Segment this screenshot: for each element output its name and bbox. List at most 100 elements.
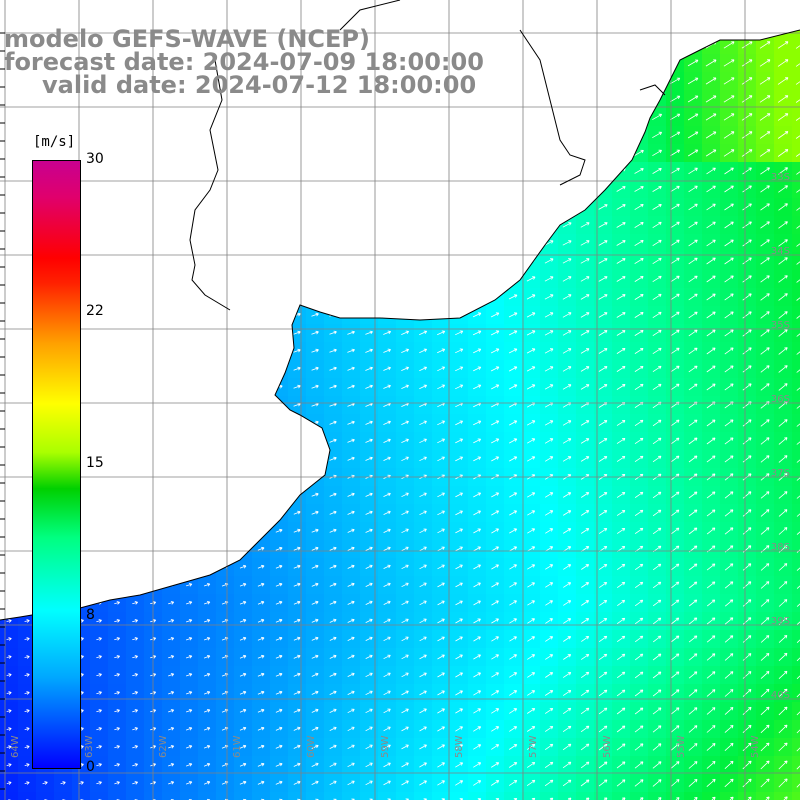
wind-arrow: [778, 239, 788, 247]
wind-speed-cell: [396, 414, 415, 433]
wind-arrow: [455, 780, 464, 786]
wind-arrow: [509, 438, 518, 444]
wind-arrow: [473, 546, 481, 552]
wind-speed-cell: [522, 684, 541, 703]
wind-speed-cell: [558, 702, 577, 721]
wind-speed-cell: [180, 702, 199, 721]
wind-speed-cell: [432, 774, 451, 793]
wind-speed-cell: [558, 540, 577, 559]
wind-arrow: [544, 743, 554, 751]
wind-speed-cell: [612, 396, 631, 415]
wind-arrow: [705, 149, 717, 157]
wind-speed-cell: [702, 738, 721, 757]
wind-speed-cell: [594, 252, 613, 271]
wind-arrow: [383, 366, 391, 371]
wind-speed-cell: [504, 342, 523, 361]
wind-speed-cell: [252, 576, 271, 595]
wind-speed-cell: [612, 378, 631, 397]
wind-arrow: [455, 708, 463, 714]
wind-arrow: [778, 652, 788, 661]
wind-arrow: [311, 564, 319, 569]
wind-arrow: [509, 654, 517, 660]
wind-speed-cell: [648, 702, 667, 721]
wind-speed-cell: [558, 252, 577, 271]
wind-arrow: [347, 600, 355, 605]
wind-arrow: [706, 275, 716, 283]
wind-arrow: [6, 655, 12, 659]
wind-arrow: [652, 329, 662, 337]
wind-arrow: [239, 582, 247, 587]
wind-arrow: [670, 275, 680, 283]
wind-arrow: [473, 690, 481, 696]
wind-arrow: [742, 167, 752, 175]
wind-speed-cell: [648, 576, 667, 595]
wind-speed-cell: [252, 792, 271, 800]
wind-speed-cell: [342, 450, 361, 469]
wind-arrow: [778, 293, 788, 301]
wind-speed-cell: [684, 720, 703, 739]
wind-arrow: [796, 783, 800, 788]
wind-arrow: [311, 384, 319, 389]
wind-arrow: [491, 726, 500, 732]
wind-speed-cell: [792, 666, 800, 685]
wind-speed-cell: [378, 594, 397, 613]
wind-arrow: [419, 510, 427, 516]
wind-arrow: [778, 185, 788, 193]
wind-arrow: [741, 113, 753, 121]
wind-arrow: [491, 456, 500, 462]
wind-arrow: [706, 689, 716, 697]
wind-speed-cell: [738, 234, 757, 253]
wind-speed-cell: [576, 792, 595, 800]
wind-arrow: [365, 618, 373, 623]
wind-speed-cell: [630, 270, 649, 289]
wind-speed-cell: [342, 468, 361, 487]
wind-speed-cell: [792, 774, 800, 793]
wind-arrow: [796, 747, 800, 752]
wind-speed-cell: [522, 306, 541, 325]
wind-speed-cell: [540, 756, 559, 775]
wind-speed-cell: [270, 612, 289, 631]
wind-arrow: [473, 672, 481, 678]
wind-speed-cell: [738, 324, 757, 343]
wind-arrow: [688, 167, 698, 175]
wind-speed-cell: [612, 738, 631, 757]
wind-arrow: [706, 581, 716, 589]
wind-arrow: [778, 527, 788, 535]
wind-speed-cell: [738, 648, 757, 667]
wind-speed-cell: [90, 684, 109, 703]
wind-arrow: [419, 366, 428, 372]
wind-arrow: [688, 203, 698, 211]
wind-speed-cell: [450, 468, 469, 487]
wind-speed-cell: [432, 450, 451, 469]
wind-speed-cell: [72, 792, 91, 800]
wind-arrow: [419, 384, 428, 390]
wind-arrow: [580, 240, 590, 246]
wind-speed-cell: [468, 756, 487, 775]
wind-arrow: [347, 654, 355, 659]
wind-arrow: [562, 312, 572, 318]
wind-arrow: [293, 528, 301, 533]
wind-speed-cell: [450, 432, 469, 451]
border-lines: [189, 0, 666, 311]
wind-speed-cell: [306, 612, 325, 631]
wind-arrow: [311, 762, 319, 767]
wind-arrow: [669, 113, 681, 121]
wind-arrow: [473, 420, 482, 426]
wind-speed-cell: [162, 612, 181, 631]
wind-arrow: [634, 348, 644, 354]
wind-speed-cell: [252, 612, 271, 631]
wind-speed-cell: [630, 198, 649, 217]
wind-arrow: [562, 366, 572, 372]
wind-arrow: [760, 509, 770, 517]
wind-arrow: [688, 419, 698, 427]
wind-speed-cell: [378, 612, 397, 631]
wind-arrow: [419, 546, 427, 552]
wind-speed-cell: [450, 342, 469, 361]
wind-speed-cell: [774, 270, 793, 289]
wind-arrow: [509, 510, 518, 516]
wind-arrow: [526, 276, 536, 282]
wind-arrow: [760, 742, 770, 752]
wind-arrow: [705, 77, 717, 85]
wind-arrow: [742, 185, 752, 193]
wind-arrow: [401, 420, 409, 425]
